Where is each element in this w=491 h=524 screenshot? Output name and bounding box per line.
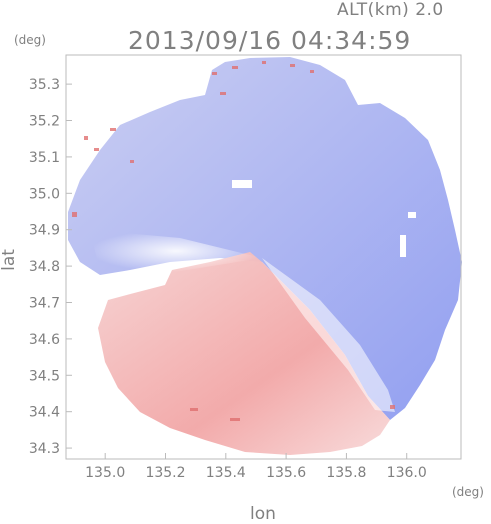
y-tick-label: 34.8 <box>29 259 60 275</box>
y-tick-label: 35.1 <box>29 150 60 166</box>
y-tick-label: 35.3 <box>29 77 60 93</box>
x-tick-label: 136.0 <box>387 465 427 481</box>
y-tick-label: 34.4 <box>29 405 60 421</box>
x-tick-label: 135.4 <box>206 465 246 481</box>
y-axis-unit: (deg) <box>14 33 46 47</box>
timestamp-title: 2013/09/16 04:34:59 <box>128 26 412 55</box>
x-tick-label: 135.2 <box>145 465 185 481</box>
y-tick-label: 34.5 <box>29 368 60 384</box>
clear-gaps <box>232 180 416 257</box>
x-tick-label: 135.0 <box>85 465 125 481</box>
x-tick-label: 135.8 <box>326 465 366 481</box>
plot-frame <box>65 54 462 460</box>
x-axis-unit: (deg) <box>452 485 484 499</box>
y-axis-ticks: 35.3 35.2 35.1 35.0 34.9 34.8 34.7 34.6 34.5 34.4… <box>29 77 72 457</box>
x-axis-ticks: 135.0 135.2 135.4 135.6 135.8 136.0 <box>85 453 427 481</box>
neutral-echo-region <box>90 230 262 272</box>
y-tick-label: 34.9 <box>29 223 60 239</box>
neutral-echo-region-east <box>262 258 395 412</box>
altitude-label: ALT(km) 2.0 <box>337 0 444 20</box>
receding-echo-region <box>98 252 390 455</box>
approaching-echo-region <box>68 57 462 420</box>
y-tick-label: 34.7 <box>29 295 60 311</box>
x-axis-label: lon <box>250 504 276 524</box>
y-tick-label: 35.0 <box>29 186 60 202</box>
x-tick-label: 135.6 <box>266 465 306 481</box>
y-tick-label: 34.3 <box>29 441 60 457</box>
y-tick-label: 34.6 <box>29 332 60 348</box>
y-tick-label: 35.2 <box>29 114 60 130</box>
clutter-speckles <box>72 61 395 421</box>
